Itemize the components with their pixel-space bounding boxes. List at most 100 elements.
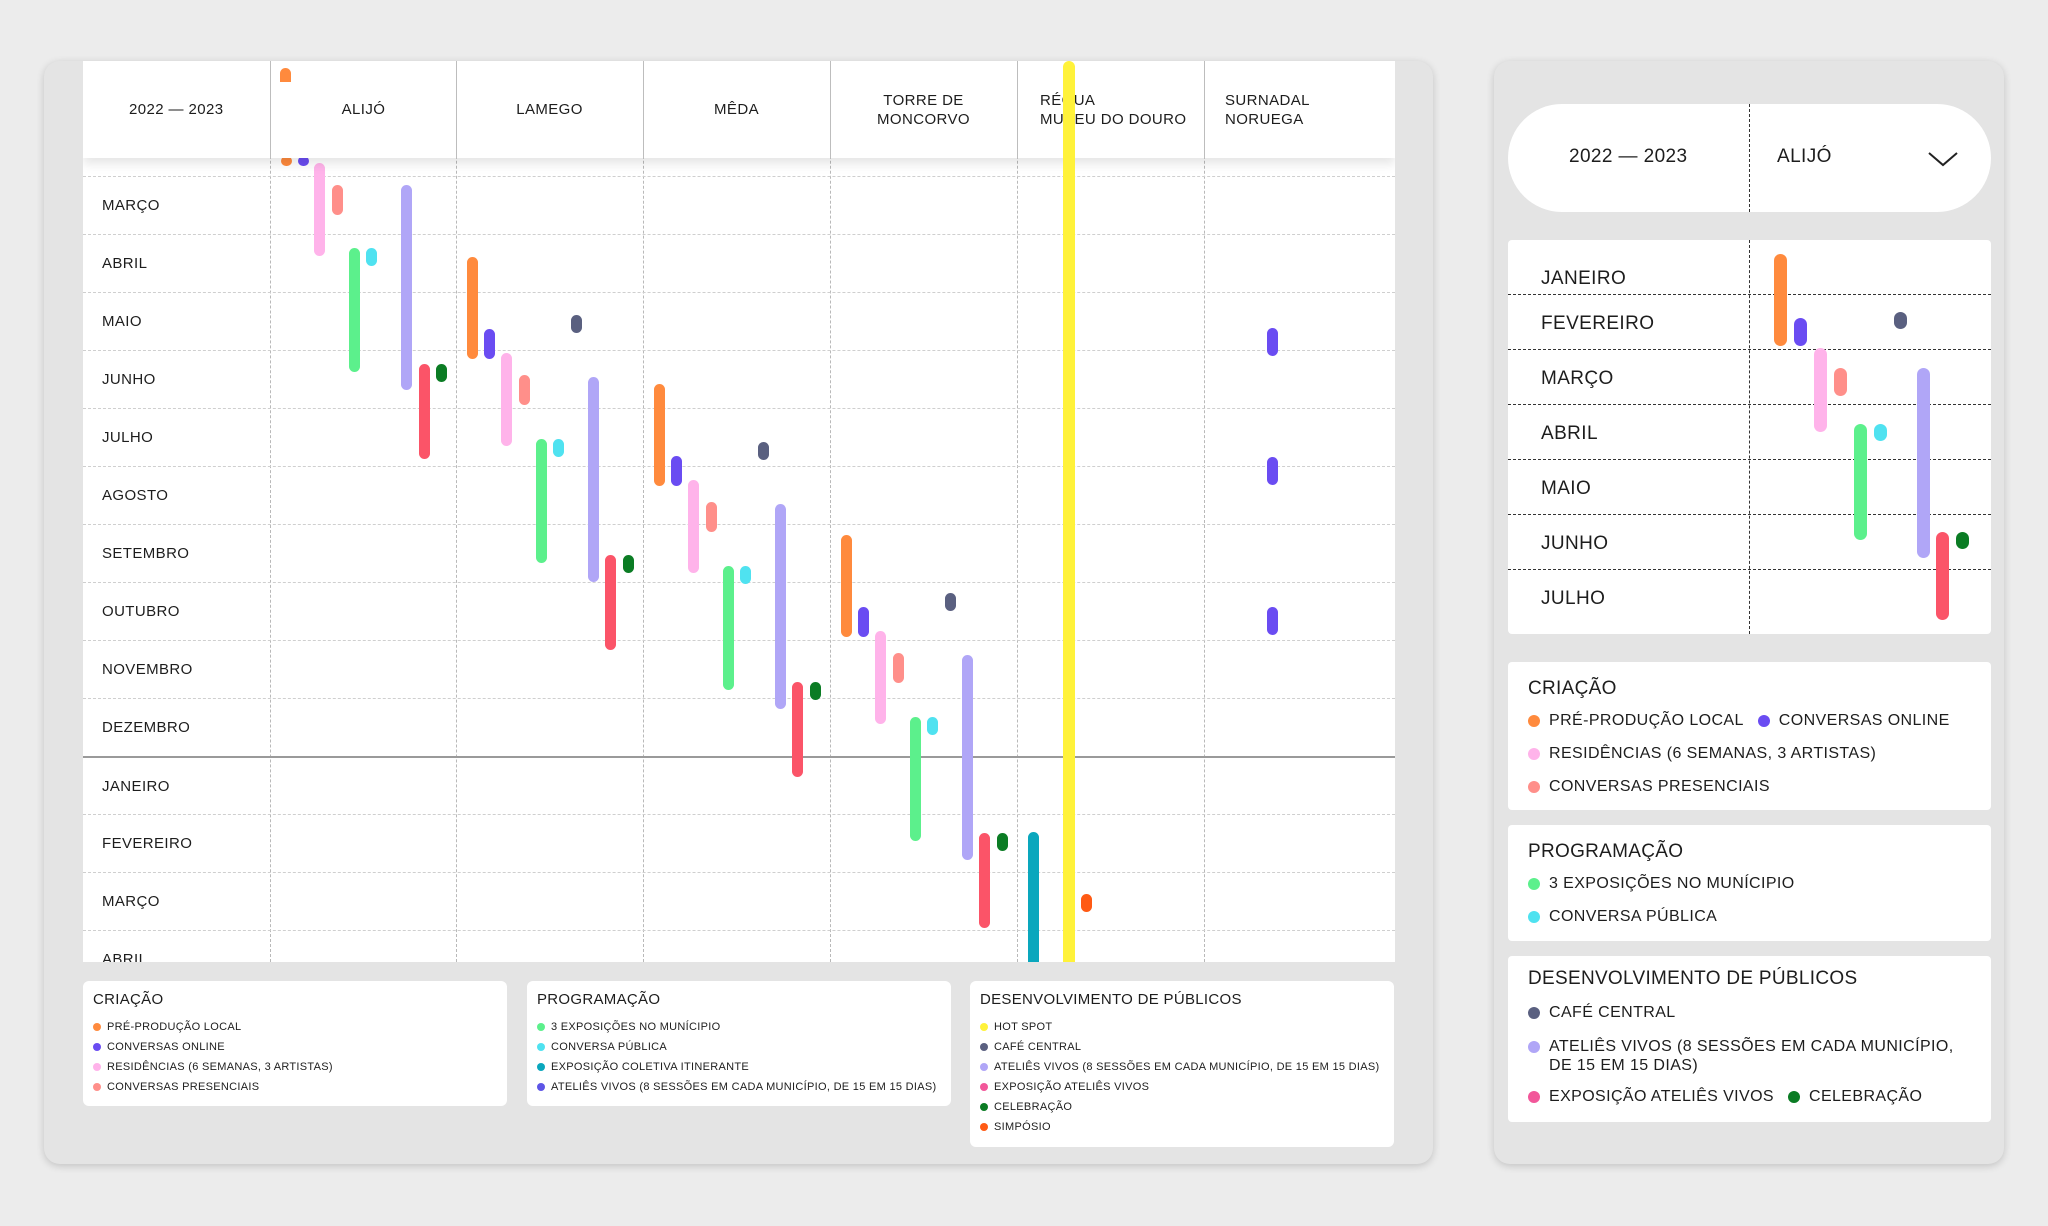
month-label: DEZEMBRO [102, 719, 191, 736]
chevron-down-icon[interactable] [1927, 150, 1959, 168]
selector-divider [1749, 104, 1750, 212]
activity-bar [467, 257, 478, 359]
month-label: MARÇO [102, 893, 160, 910]
activity-bar [858, 607, 869, 637]
legend-item: 3 EXPOSIÇÕES NO MUNÍCIPIO [1528, 875, 1795, 893]
year-selector[interactable]: 2022 — 2023 [1569, 146, 1688, 167]
activity-bar [366, 248, 377, 266]
month-row: FEVEREIRO [83, 814, 1395, 873]
header-label: LAMEGO [516, 101, 583, 118]
legend-label: CAFÉ CENTRAL [1549, 1004, 1676, 1021]
month-label: MAIO [102, 313, 142, 330]
month-row: MARÇO [83, 872, 1395, 931]
header-label: RÉGUAMUSEU DO DOURO [1040, 91, 1186, 129]
month-row: JUNHO [83, 350, 1395, 409]
activity-bar [758, 442, 769, 460]
legend-title: PROGRAMAÇÃO [537, 991, 661, 1008]
legend-label: 3 EXPOSIÇÕES NO MUNÍCIPIO [551, 1021, 721, 1033]
year-label: 2022 — 2023 [129, 101, 224, 118]
dot-icon [93, 1063, 101, 1071]
activity-bar [810, 682, 821, 700]
header-label: ALIJÓ [341, 101, 386, 118]
dot-icon [1528, 1091, 1540, 1103]
month-label: JULHO [1541, 588, 1606, 609]
legend-label: ATELIÊS VIVOS (8 SESSÕES EM CADA MUNICÍP… [551, 1081, 937, 1093]
month-label: JANEIRO [102, 778, 170, 795]
legend-label: RESIDÊNCIAS (6 SEMANAS, 3 ARTISTAS) [1549, 745, 1877, 762]
activity-bar [484, 329, 495, 359]
legend-title: PROGRAMAÇÃO [1528, 841, 1684, 862]
legend-label: 3 EXPOSIÇÕES NO MUNÍCIPIO [1549, 875, 1795, 892]
month-row: ABRIL [83, 930, 1395, 962]
activity-bar [519, 375, 530, 405]
column-header-lamego[interactable]: LAMEGO [456, 61, 643, 158]
legend-item: HOT SPOT [980, 1021, 1052, 1033]
month-label: NOVEMBRO [102, 661, 193, 678]
column-header-meda[interactable]: MÊDA [643, 61, 830, 158]
legend-item: CONVERSAS PRESENCIAIS [93, 1081, 259, 1093]
activity-bar [1854, 424, 1867, 540]
month-row: SETEMBRO [83, 524, 1395, 583]
legend-label: CONVERSAS ONLINE [1778, 712, 1950, 729]
legend-item: EXPOSIÇÃO ATELIÊS VIVOS CELEBRAÇÃO [1528, 1088, 1922, 1106]
month-label: JULHO [102, 429, 154, 446]
activity-bar [962, 655, 973, 860]
schedule-header: 2022 — 2023 ALIJÓ LAMEGO MÊDA TORRE DE MO… [83, 61, 1395, 158]
activity-bar [436, 364, 447, 382]
dot-icon [537, 1043, 545, 1051]
activity-bar [945, 593, 956, 611]
month-label: ABRIL [102, 255, 148, 272]
dot-icon [1528, 748, 1540, 760]
activity-bar [1936, 532, 1949, 620]
activity-bar [1956, 532, 1969, 549]
legend-item: CONVERSAS PRESENCIAIS [1528, 778, 1770, 796]
column-divider [270, 61, 271, 962]
dot-icon [537, 1023, 545, 1031]
legend-label: CAFÉ CENTRAL [994, 1041, 1082, 1053]
activity-bar [1774, 254, 1787, 346]
mobile-legend-criacao: CRIAÇÃO PRÉ-PRODUÇÃO LOCAL CONVERSAS ONLI… [1508, 662, 1991, 810]
column-header-torre-de-moncorvo[interactable]: TORRE DE MONCORVO [830, 61, 1017, 158]
activity-bar [654, 384, 665, 486]
column-divider [830, 61, 831, 962]
dot-icon [1528, 1041, 1540, 1053]
legend-label: HOT SPOT [994, 1021, 1053, 1033]
legend-label: ATELIÊS VIVOS (8 SESSÕES EM CADA MUNICÍP… [994, 1061, 1380, 1073]
municipality-selector[interactable]: ALIJÓ [1777, 146, 1832, 167]
column-header-surnadal[interactable]: SURNADAL NORUEGA [1225, 61, 1395, 158]
activity-bar [927, 717, 938, 735]
activity-bar [1794, 318, 1807, 346]
legend-title: DESENVOLVIMENTO DE PÚBLICOS [1528, 968, 1858, 989]
month-label: FEVEREIRO [1541, 313, 1655, 334]
legend-item: PRÉ-PRODUÇÃO LOCAL CONVERSAS ONLINE [1528, 712, 1950, 730]
legend-item: CAFÉ CENTRAL [980, 1041, 1081, 1053]
activity-bar [605, 555, 616, 650]
exposicao-itinerante-bar [1028, 832, 1039, 962]
legend-item: ATELIÊS VIVOS (8 SESSÕES EM CADA MUNICÍP… [980, 1061, 1379, 1073]
month-label: JANEIRO [1541, 268, 1627, 289]
legend-title: CRIAÇÃO [1528, 678, 1617, 699]
column-header-alijo[interactable]: ALIJÓ [270, 61, 457, 158]
legend-item: DE 15 EM 15 DIAS) [1549, 1057, 1698, 1075]
activity-bar [419, 364, 430, 459]
dot-icon [537, 1063, 545, 1071]
column-divider [1749, 240, 1750, 634]
dot-icon [980, 1063, 988, 1071]
activity-bar [910, 717, 921, 841]
dot-icon [1528, 781, 1540, 793]
dot-icon [1528, 715, 1540, 727]
activity-bar [314, 163, 325, 256]
legend-title: DESENVOLVIMENTO DE PÚBLICOS [980, 991, 1242, 1008]
filter-selector: 2022 — 2023 ALIJÓ [1508, 104, 1991, 212]
header-label: MÊDA [714, 101, 759, 118]
activity-bar [875, 631, 886, 724]
legend-label: CONVERSA PÚBLICA [1549, 908, 1718, 925]
legend-label: EXPOSIÇÃO COLETIVA ITINERANTE [551, 1061, 749, 1073]
activity-bar [536, 439, 547, 563]
legend-item: 3 EXPOSIÇÕES NO MUNÍCIPIO [537, 1021, 720, 1033]
activity-bar [332, 185, 343, 215]
legend-label: RESIDÊNCIAS (6 SEMANAS, 3 ARTISTAS) [107, 1061, 333, 1073]
dot-icon [980, 1083, 988, 1091]
activity-bar [1917, 368, 1930, 558]
activity-bar [979, 833, 990, 928]
